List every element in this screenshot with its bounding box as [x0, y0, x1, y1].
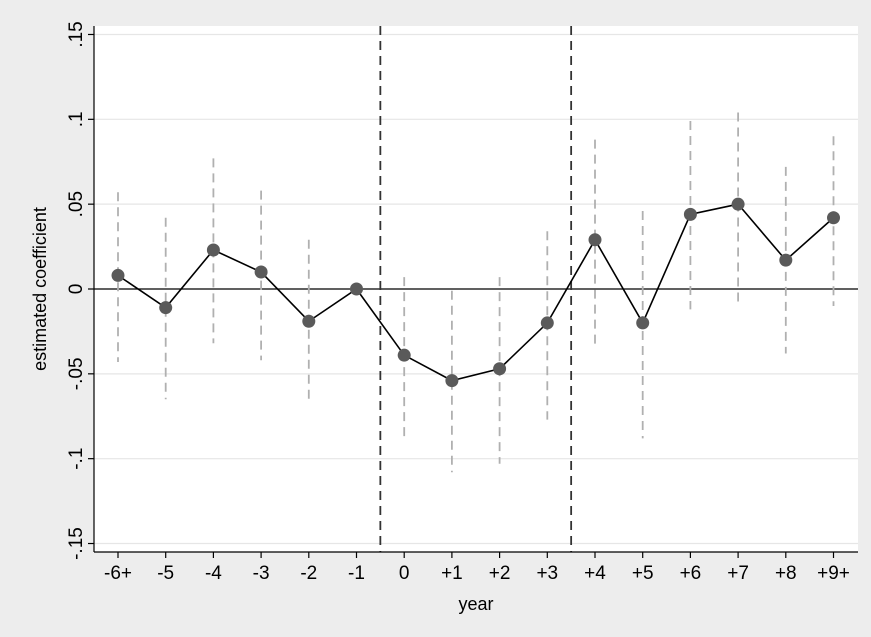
y-tick-label: -.15: [66, 527, 87, 560]
x-tick-label: -6+: [104, 563, 132, 584]
x-tick-label: +6: [680, 563, 702, 584]
data-point: [397, 348, 411, 362]
x-tick-label: -5: [157, 563, 174, 584]
y-tick-label: -.1: [66, 448, 87, 470]
x-tick-label: +2: [489, 563, 511, 584]
data-point: [827, 211, 840, 225]
data-point: [350, 282, 363, 296]
reference-lines: [94, 26, 858, 552]
data-point: [683, 207, 697, 221]
series-line: [117, 203, 835, 382]
data-point: [254, 265, 268, 279]
x-tick-label: 0: [399, 563, 410, 584]
x-tick-label: +7: [727, 563, 749, 584]
x-tick-label: -1: [348, 563, 365, 584]
y-tick-label: .1: [66, 111, 87, 127]
y-tick-label: .05: [66, 191, 87, 217]
y-ticks: -.15 -.1 -.05 0 .05 .1 .15: [66, 21, 94, 560]
x-tick-label: +3: [536, 563, 558, 584]
data-point: [159, 301, 173, 315]
data-point: [302, 314, 316, 328]
x-tick-label: +5: [632, 563, 654, 584]
coefficient-line: [117, 203, 835, 382]
x-axis-title: year: [458, 594, 493, 614]
data-point: [111, 268, 125, 282]
x-tick-label: +9+: [817, 563, 850, 584]
data-point: [540, 316, 554, 330]
x-tick-label: +1: [441, 563, 463, 584]
data-point: [445, 374, 459, 388]
y-tick-label: .15: [66, 21, 87, 47]
series-points: [111, 197, 840, 388]
x-tick-label: -3: [253, 563, 270, 584]
data-point: [588, 233, 602, 247]
y-axis-title: estimated coefficient: [30, 207, 50, 371]
data-point: [636, 316, 650, 330]
x-tick-label: -4: [205, 563, 222, 584]
y-tick-label: -.05: [66, 357, 87, 390]
x-tick-label: -2: [300, 563, 317, 584]
x-tick-label: +4: [584, 563, 606, 584]
x-tick-label: +8: [775, 563, 797, 584]
x-ticks: -6+ -5 -4 -3 -2 -1 0 +1 +2 +3 +4 +5 +6 +7 +8 +9+: [104, 552, 850, 584]
data-point: [779, 253, 793, 267]
data-point: [493, 362, 507, 376]
data-point: [731, 197, 745, 211]
y-tick-label: 0: [66, 284, 87, 295]
data-point: [206, 243, 220, 257]
